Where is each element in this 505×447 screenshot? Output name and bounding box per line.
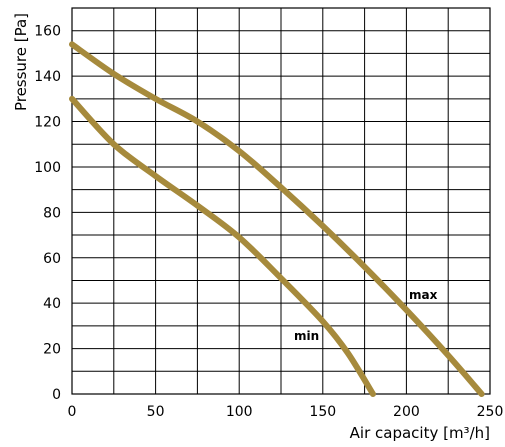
x-tick-label: 250: [477, 404, 504, 420]
y-tick-label: 20: [43, 342, 61, 358]
series-label-min: min: [294, 329, 319, 343]
x-tick-label: 200: [393, 404, 420, 420]
x-tick-label: 100: [226, 404, 253, 420]
y-axis-title: Pressure [Pa]: [12, 13, 30, 111]
y-tick-label: 80: [43, 205, 61, 221]
series-label-max: max: [409, 288, 438, 302]
chart-axes: [71, 7, 491, 395]
x-axis-title: Air capacity [m³/h]: [350, 424, 490, 442]
y-tick-label: 120: [34, 115, 61, 131]
y-tick-label: 140: [34, 69, 61, 85]
plot-frame: [71, 7, 491, 395]
y-tick-label: 40: [43, 296, 61, 312]
x-tick-labels: 0 50 100 150 200 250: [68, 404, 504, 420]
y-tick-label: 60: [43, 251, 61, 267]
series-line-min: [69, 95, 376, 397]
series-lines: [69, 41, 485, 397]
series-line-max: [69, 41, 485, 397]
x-tick-label: 0: [68, 404, 77, 420]
y-tick-label: 0: [52, 387, 61, 403]
y-tick-label: 100: [34, 160, 61, 176]
y-tick-label: 160: [34, 24, 61, 40]
x-tick-label: 50: [147, 404, 165, 420]
y-tick-labels: 0 20 40 60 80 100 120 140 160: [34, 24, 61, 403]
x-tick-label: 150: [309, 404, 336, 420]
